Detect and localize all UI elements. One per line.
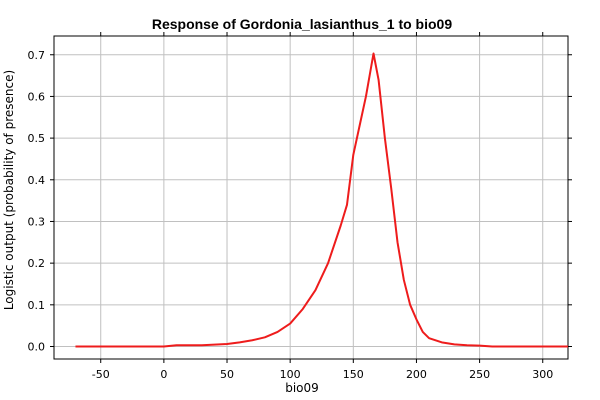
plot-area xyxy=(53,35,569,360)
y-tick-label: 0.3 xyxy=(28,215,46,228)
y-tick-label: 0.1 xyxy=(28,299,46,312)
x-tick-label: 50 xyxy=(220,368,234,381)
y-axis-label: Logistic output (probability of presence… xyxy=(2,70,16,310)
y-tick-label: 0.7 xyxy=(28,49,46,62)
y-axis-tick-labels: 0.0 0.1 0.2 0.3 0.4 0.5 0.6 0.7 xyxy=(28,49,46,354)
x-tick-label: 250 xyxy=(469,368,490,381)
grid-lines xyxy=(54,36,568,359)
chart-title: Response of Gordonia_lasianthus_1 to bio… xyxy=(152,16,452,32)
x-tick-label: 100 xyxy=(280,368,301,381)
y-tick-label: 0.4 xyxy=(28,174,46,187)
x-tick-label: -50 xyxy=(92,368,110,381)
x-axis-label: bio09 xyxy=(285,381,319,395)
y-tick-label: 0.6 xyxy=(28,90,46,103)
x-tick-label: 300 xyxy=(532,368,553,381)
x-axis-tick-labels: -50 0 50 100 150 200 250 300 xyxy=(92,368,553,381)
y-tick-label: 0.2 xyxy=(28,257,46,270)
x-tick-label: 150 xyxy=(343,368,364,381)
axis-ticks xyxy=(50,32,572,363)
y-tick-label: 0.0 xyxy=(28,340,46,353)
x-tick-label: 0 xyxy=(160,368,167,381)
x-tick-label: 200 xyxy=(406,368,427,381)
response-curve xyxy=(75,52,568,348)
y-tick-label: 0.5 xyxy=(28,132,46,145)
